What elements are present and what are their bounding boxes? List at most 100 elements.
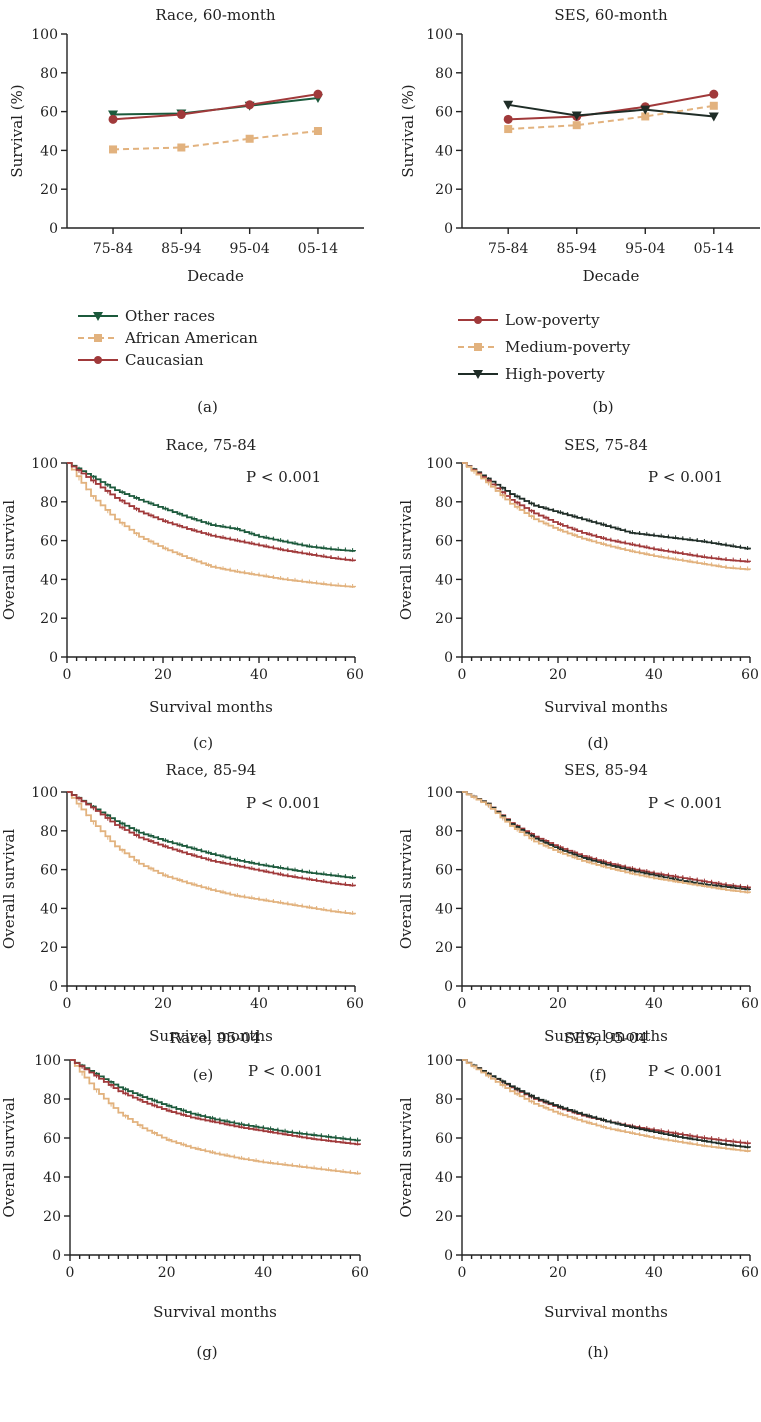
y-tick-label: 20 [435, 182, 453, 198]
x-axis-label: Decade [187, 267, 244, 285]
y-axis-label: Overall survival [0, 829, 18, 949]
x-tick-label: 20 [549, 996, 567, 1012]
p-value-annotation: P < 0.001 [246, 468, 321, 486]
censor-ticks [71, 794, 354, 915]
data-point [709, 89, 719, 99]
x-tick-label: 95-04 [229, 241, 269, 257]
y-tick-label: 20 [40, 182, 58, 198]
y-tick-label: 0 [444, 221, 453, 237]
legend-item: African American [78, 329, 258, 347]
x-tick-label: 40 [645, 996, 663, 1012]
legend-marker [473, 370, 483, 379]
panel-label: (a) [197, 398, 218, 416]
y-tick-label: 100 [31, 785, 58, 801]
y-axis-label: Overall survival [397, 829, 415, 949]
y-tick-label: 60 [43, 1131, 61, 1147]
y-tick-label: 100 [426, 27, 453, 43]
y-tick-label: 0 [444, 1248, 453, 1264]
chart-title: SES, 95-04 [564, 1029, 648, 1047]
x-tick-label: 20 [549, 1265, 567, 1281]
x-tick-label: 0 [458, 996, 467, 1012]
data-point [108, 114, 118, 124]
panel-label: (c) [193, 734, 213, 752]
series-medium-poverty [462, 1059, 751, 1153]
data-point [245, 134, 254, 143]
series-caucasian [108, 89, 323, 124]
series-line [113, 130, 319, 151]
x-axis-label: Survival months [544, 1303, 668, 1321]
p-value-annotation: P < 0.001 [648, 1062, 723, 1080]
legend-item: Low-poverty [458, 311, 600, 329]
y-tick-label: 0 [49, 221, 58, 237]
chart-panel-g: Race, 95-04 0 20 40 60 80 100 0 20 40 60 Survival m… [0, 1029, 369, 1361]
y-tick-label: 80 [435, 1092, 453, 1108]
legend: Other races African American Caucasian [78, 307, 258, 369]
data-point [245, 100, 255, 110]
y-tick-label: 80 [435, 495, 453, 511]
y-tick-label: 40 [40, 901, 58, 917]
series-african-american [70, 1059, 361, 1175]
series-line [508, 93, 714, 121]
x-tick-label: 85-94 [557, 241, 597, 257]
series-line [508, 103, 714, 118]
legend-marker [474, 343, 482, 351]
x-axis-label: Survival months [153, 1303, 277, 1321]
x-tick-label: 85-94 [161, 241, 201, 257]
y-tick-label: 20 [435, 611, 453, 627]
panel-label: (e) [193, 1066, 214, 1084]
chart-title: Race, 75-84 [166, 436, 257, 454]
censor-ticks [466, 463, 749, 571]
chart-title: SES, 75-84 [564, 436, 648, 454]
y-tick-label: 60 [40, 534, 58, 550]
series-low-poverty [503, 89, 719, 124]
chart-title: Race, 60-month [155, 6, 275, 24]
x-axis-label: Survival months [149, 698, 273, 716]
chart-title: Race, 85-94 [166, 761, 257, 779]
x-tick-label: 60 [346, 996, 364, 1012]
chart-panel-f: SES, 85-94 0 20 40 60 80 100 0 20 40 60 Survival mo… [397, 761, 759, 1084]
y-tick-label: 20 [43, 1209, 61, 1225]
legend-marker [93, 312, 103, 321]
y-tick-label: 100 [34, 1053, 61, 1069]
x-tick-label: 40 [250, 667, 268, 683]
series-african-american [67, 791, 356, 915]
y-tick-label: 60 [435, 534, 453, 550]
y-tick-label: 100 [31, 27, 58, 43]
y-tick-label: 60 [40, 105, 58, 121]
x-tick-label: 60 [741, 667, 759, 683]
legend: Low-poverty Medium-poverty High-poverty [458, 311, 631, 383]
y-tick-label: 40 [43, 1170, 61, 1186]
y-tick-label: 40 [40, 572, 58, 588]
data-point [504, 125, 513, 134]
y-tick-label: 100 [426, 456, 453, 472]
y-tick-label: 20 [40, 611, 58, 627]
panel-label: (d) [587, 734, 608, 752]
censor-ticks [71, 792, 354, 887]
censor-ticks [74, 1062, 359, 1175]
x-tick-label: 0 [66, 1265, 75, 1281]
data-point [109, 145, 118, 154]
legend-label: Low-poverty [505, 311, 600, 329]
censor-ticks [74, 1060, 359, 1146]
p-value-annotation: P < 0.001 [648, 468, 723, 486]
legend-item: Other races [78, 307, 215, 325]
chart-title: SES, 85-94 [564, 761, 648, 779]
panel-label: (b) [592, 398, 613, 416]
series-line [112, 93, 319, 121]
x-tick-label: 05-14 [694, 241, 734, 257]
x-tick-label: 60 [741, 996, 759, 1012]
y-tick-label: 60 [435, 863, 453, 879]
y-axis-label: Overall survival [397, 1097, 415, 1217]
data-point [709, 101, 718, 110]
legend-item: Caucasian [78, 351, 204, 369]
chart-panel-e: Race, 85-94 0 20 40 60 80 100 0 20 40 60 Survival m… [0, 761, 364, 1084]
x-tick-label: 95-04 [625, 241, 665, 257]
legend-item: High-poverty [458, 365, 605, 383]
x-axis-label: Survival months [149, 1027, 273, 1045]
y-tick-label: 100 [426, 785, 453, 801]
x-tick-label: 75-84 [488, 241, 528, 257]
y-tick-label: 40 [435, 901, 453, 917]
y-axis-label: Overall survival [397, 500, 415, 620]
legend-item: Medium-poverty [458, 338, 631, 356]
